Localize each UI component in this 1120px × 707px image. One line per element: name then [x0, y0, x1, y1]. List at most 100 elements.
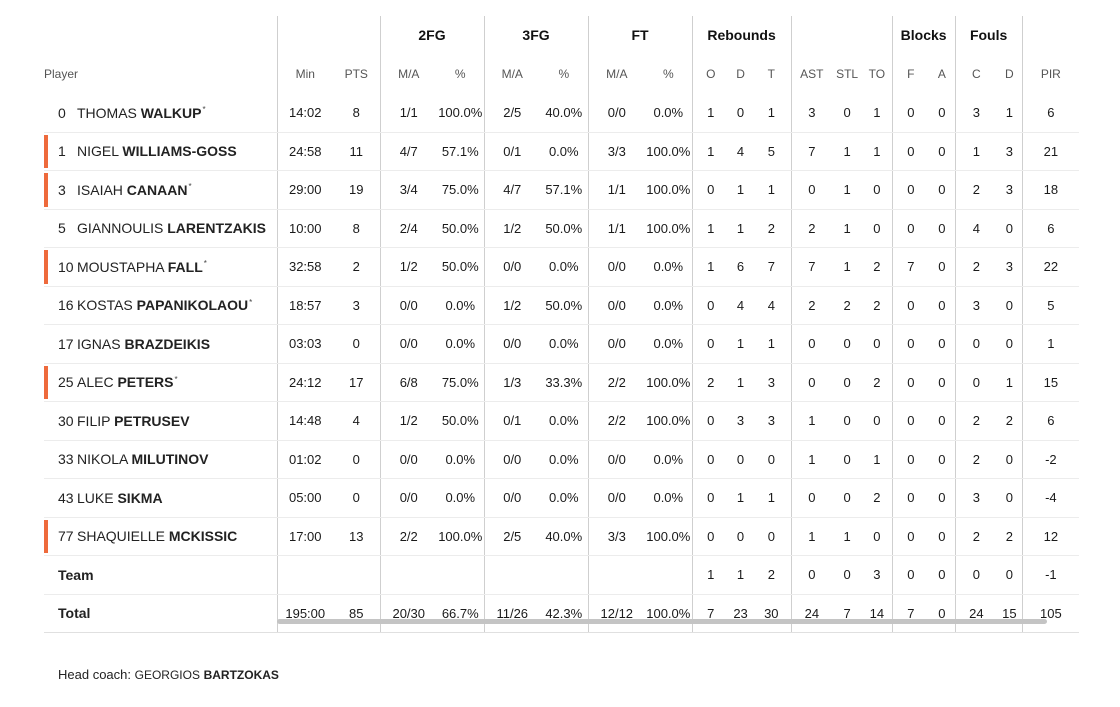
stat-fg2-pct: 0.0% [437, 478, 485, 518]
col-header-stl[interactable]: STL [836, 67, 859, 81]
group-header-row: 2FG 3FG FT Rebounds Blocks Fouls [44, 16, 1080, 54]
stat-blk-a: 0 [929, 209, 956, 248]
col-header-ft-pct[interactable]: % [662, 67, 674, 81]
player-cell[interactable]: 33 NIKOLA MILUTINOV [44, 440, 277, 479]
stat-reb-d: 1 [729, 555, 753, 595]
player-row[interactable]: 30 FILIP PETRUSEV 14:48 4 1/2 50.0% 0/1 0.0% 2/2… [44, 401, 1080, 441]
player-cell[interactable]: 0 THOMAS WALKUP* [44, 94, 277, 133]
player-row[interactable]: 3 ISAIAH CANAAN* 29:00 19 3/4 75.0% 4/7 57.1% 1/… [44, 170, 1080, 210]
col-header-reb-o[interactable]: O [691, 54, 730, 94]
stat-pts: 19 [333, 170, 380, 210]
player-cell[interactable]: 25 ALEC PETERS* [44, 363, 277, 402]
col-header-3fg-pct[interactable]: % [558, 67, 570, 81]
stat-ft-ma: 0/0 [587, 324, 646, 364]
stat-ft-ma: 3/3 [587, 132, 646, 171]
player-cell[interactable]: 10 MOUSTAPHA FALL* [44, 247, 277, 287]
stat-reb-t: 1 [752, 478, 792, 518]
stat-fg3-pct [540, 555, 589, 595]
stat-ft-ma: 3/3 [587, 517, 646, 556]
stat-fg3-ma: 1/3 [483, 363, 541, 402]
stat-reb-t: 0 [752, 517, 792, 556]
stat-pir: 5 [1021, 286, 1080, 325]
stat-blk-f: 0 [891, 363, 930, 402]
col-header-reb-d[interactable]: D [736, 67, 745, 81]
stat-reb-o: 0 [691, 324, 730, 364]
col-header-pir[interactable]: PIR [1021, 54, 1080, 94]
player-row[interactable]: 17 IGNAS BRAZDEIKIS 03:03 0 0/0 0.0% 0/0 0.0% 0/… [44, 324, 1080, 364]
stat-reb-t: 5 [752, 132, 792, 171]
player-number: 30 [58, 412, 74, 429]
player-row[interactable]: 43 LUKE SIKMA 05:00 0 0/0 0.0% 0/0 0.0% 0/0 0.0% 0… [44, 478, 1080, 518]
player-first-name: IGNAS [77, 335, 121, 352]
player-last-name: MCKISSIC [168, 528, 238, 545]
col-header-blk-a[interactable]: A [937, 67, 946, 81]
stat-to: 0 [862, 401, 893, 441]
col-header-ast[interactable]: AST [790, 54, 833, 94]
stat-fg2-pct: 50.0% [437, 401, 485, 441]
stat-ft-ma: 1/1 [587, 170, 646, 210]
player-cell[interactable]: 5 GIANNOULIS LARENTZAKIS [44, 209, 277, 248]
player-cell[interactable]: 30 FILIP PETRUSEV [44, 401, 277, 441]
player-row[interactable]: 1 NIGEL WILLIAMS-GOSS 24:58 11 4/7 57.1% 0/1 0.… [44, 132, 1080, 171]
player-cell[interactable]: 17 IGNAS BRAZDEIKIS [44, 324, 277, 364]
player-cell[interactable]: 77 SHAQUIELLE MCKISSIC [44, 517, 277, 556]
stat-fg2-ma: 0/0 [379, 478, 437, 518]
stat-to: 2 [862, 478, 893, 518]
stat-blk-a: 0 [929, 594, 956, 633]
stat-fg3-pct: 0.0% [540, 478, 589, 518]
col-header-min[interactable]: Min [276, 54, 333, 94]
stat-blk-a: 0 [929, 94, 956, 133]
player-row[interactable]: 0 THOMAS WALKUP* 14:02 8 1/1 100.0% 2/5 40.0% 0/… [44, 94, 1080, 133]
player-row[interactable]: 16 KOSTAS PAPANIKOLAOU* 18:57 3 0/0 0.0% 1/2 50… [44, 286, 1080, 325]
col-header-player[interactable]: Player [44, 67, 79, 81]
stat-reb-d: 1 [729, 324, 753, 364]
stat-pir: 12 [1021, 517, 1080, 556]
stat-foul-c: 0 [954, 363, 998, 402]
stat-ft-pct: 100.0% [645, 363, 693, 402]
player-row[interactable]: 25 ALEC PETERS* 24:12 17 6/8 75.0% 1/3 33.3% 2/2… [44, 363, 1080, 402]
stat-fg3-pct: 0.0% [540, 401, 589, 441]
player-cell[interactable]: 43 LUKE SIKMA [44, 478, 277, 518]
player-row[interactable]: 10 MOUSTAPHA FALL* 32:58 2 1/2 50.0% 0/0 0.0% 0/… [44, 247, 1080, 287]
stat-ast: 2 [790, 286, 833, 325]
stat-fg3-ma: 4/7 [483, 170, 541, 210]
col-header-reb-t[interactable]: T [767, 67, 775, 81]
player-cell[interactable]: 3 ISAIAH CANAAN* [44, 170, 277, 210]
horizontal-scrollbar[interactable] [277, 619, 1047, 624]
stat-blk-f: 0 [891, 440, 930, 479]
col-header-pts[interactable]: PTS [344, 67, 368, 81]
stat-min: 14:48 [276, 401, 333, 441]
col-header-to[interactable]: TO [868, 67, 886, 81]
stat-pts: 8 [333, 209, 380, 248]
stat-to: 0 [862, 517, 893, 556]
player-row[interactable]: 33 NIKOLA MILUTINOV 01:02 0 0/0 0.0% 0/0 0.0% 0/… [44, 440, 1080, 479]
column-header-row: Player Min PTS M/A % M/A % M/A % O D T A… [44, 54, 1080, 94]
stat-to: 2 [862, 286, 893, 325]
stat-reb-d: 6 [729, 247, 753, 287]
col-header-ft-ma[interactable]: M/A [587, 54, 646, 94]
player-cell[interactable]: 16 KOSTAS PAPANIKOLAOU* [44, 286, 277, 325]
col-header-3fg-ma[interactable]: M/A [483, 54, 541, 94]
stat-foul-c: 2 [954, 247, 998, 287]
col-header-foul-d[interactable]: D [1005, 67, 1014, 81]
stat-min: 18:57 [276, 286, 333, 325]
stat-blk-f: 7 [891, 594, 930, 633]
player-row[interactable]: 77 SHAQUIELLE MCKISSIC 17:00 13 2/2 100.0% 2/5… [44, 517, 1080, 556]
stat-fg2-pct: 0.0% [437, 324, 485, 364]
player-first-name: NIGEL [77, 143, 119, 160]
stat-ast: 1 [790, 440, 833, 479]
stat-min: 195:00 [276, 594, 333, 633]
stat-min [276, 555, 333, 595]
stat-blk-a: 0 [929, 440, 956, 479]
player-number: 25 [58, 374, 74, 391]
col-header-2fg-ma[interactable]: M/A [379, 54, 437, 94]
stat-foul-d: 0 [997, 209, 1023, 248]
col-header-2fg-pct[interactable]: % [454, 67, 466, 81]
player-cell[interactable]: 1 NIGEL WILLIAMS-GOSS [44, 132, 277, 171]
player-first-name: GIANNOULIS [77, 220, 164, 237]
col-header-blk-f[interactable]: F [891, 54, 930, 94]
col-header-foul-c[interactable]: C [954, 54, 998, 94]
stat-ft-ma: 0/0 [587, 478, 646, 518]
player-row[interactable]: 5 GIANNOULIS LARENTZAKIS 10:00 8 2/4 50.0% 1/2… [44, 209, 1080, 248]
stat-foul-c: 1 [954, 132, 998, 171]
